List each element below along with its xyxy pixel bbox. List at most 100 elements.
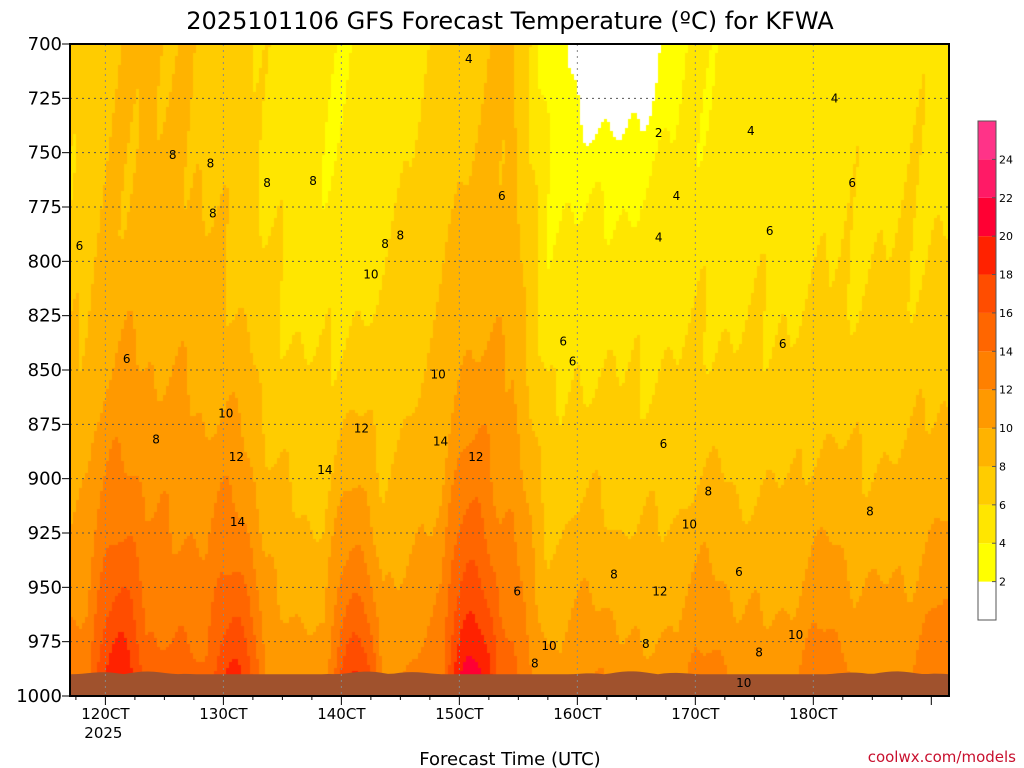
ground (70, 671, 949, 696)
contour-label: 8 (263, 176, 271, 190)
x-axis-label: Forecast Time (UTC) (419, 749, 600, 768)
contour-label: 8 (169, 148, 177, 162)
colorbar-label: 18 (999, 269, 1013, 282)
y-tick-label: 700 (28, 34, 62, 55)
contour-label: 4 (465, 52, 473, 66)
contour-label: 6 (498, 189, 506, 203)
contour-label: 10 (788, 628, 803, 642)
contour-label: 4 (673, 189, 681, 203)
colorbar-swatch (978, 543, 996, 582)
colorbar-swatch (978, 466, 996, 505)
colorbar-label: 12 (999, 384, 1013, 397)
contour-label: 8 (209, 207, 217, 221)
contour-label: 8 (704, 485, 712, 499)
contour-label: 6 (123, 352, 131, 366)
x-tick-label: 140CT (317, 705, 366, 723)
contour-label: 12 (229, 450, 244, 464)
x-tick-label: 150CT (435, 705, 484, 723)
contour-label: 6 (569, 354, 577, 368)
grid (70, 44, 949, 696)
y-tick-label: 825 (28, 306, 62, 327)
colorbar-label: 6 (999, 499, 1006, 512)
colorbar-label: 16 (999, 307, 1013, 320)
contour-label: 4 (747, 124, 755, 138)
contour-label: 12 (354, 422, 369, 436)
colorbar-swatch (978, 274, 996, 313)
contour-label: 10 (218, 406, 233, 420)
x-tick-label: 130CT (199, 705, 248, 723)
y-tick-label: 750 (28, 143, 62, 164)
contour-label: 8 (309, 174, 317, 188)
credit-text: coolwx.com/models (868, 748, 1016, 766)
y-tick-label: 950 (28, 577, 62, 598)
contour-label: 12 (468, 450, 483, 464)
contour-label: 8 (152, 433, 160, 447)
contour-label: 8 (397, 228, 405, 242)
colorbar-swatch (978, 581, 996, 620)
colorbar-swatch (978, 504, 996, 544)
colorbar-label: 4 (999, 537, 1006, 550)
contour-label: 14 (230, 515, 245, 529)
colorbar-label: 24 (999, 153, 1013, 166)
y-tick-label: 900 (28, 469, 62, 490)
y-tick-label: 775 (28, 197, 62, 218)
contour-label: 8 (610, 567, 618, 581)
y-tick-label: 925 (28, 523, 62, 544)
chart-title: 2025101106 GFS Forecast Temperature (ºC)… (186, 7, 834, 35)
y-tick-label: 800 (28, 251, 62, 272)
colorbar-swatch (978, 159, 996, 198)
colorbar-swatch (978, 312, 996, 352)
colorbar-label: 20 (999, 230, 1013, 243)
contour-label: 6 (779, 337, 787, 351)
contour-label: 2 (655, 126, 663, 140)
contour-label: 10 (541, 639, 556, 653)
x-tick-label: 180CT (789, 705, 838, 723)
colorbar-swatch (978, 428, 996, 467)
contour-label: 10 (363, 267, 378, 281)
contour-label: 6 (76, 239, 84, 253)
colorbar-label: 8 (999, 460, 1006, 473)
contour-label: 6 (559, 335, 567, 349)
contour-label: 8 (642, 637, 650, 651)
contour-label: 8 (381, 237, 389, 251)
contour-label: 8 (531, 656, 539, 670)
colorbar-swatch (978, 389, 996, 429)
contour-label: 6 (735, 565, 743, 579)
contour-label: 6 (513, 585, 521, 599)
contour-label: 4 (831, 91, 839, 105)
contour-label: 8 (866, 504, 874, 518)
y-axis: 700 725 750 775 800 825 850 875 900 925 950 975 1000 (16, 34, 70, 707)
colorbar-frame (977, 120, 997, 621)
colorbar-label: 22 (999, 192, 1013, 205)
y-tick-label: 1000 (16, 686, 62, 707)
y-tick-label: 725 (28, 88, 62, 109)
contour-label: 14 (433, 435, 448, 449)
contour-label: 12 (652, 585, 667, 599)
contour-label: 14 (317, 463, 332, 477)
contour-label: 8 (755, 646, 763, 660)
colorbar-label: 10 (999, 422, 1013, 435)
contour-label: 6 (660, 437, 668, 451)
colorbar-swatch (978, 121, 996, 160)
contour-label: 6 (766, 224, 774, 238)
x-tick-label: 170CT (671, 705, 720, 723)
contour-label: 4 (655, 230, 663, 244)
y-tick-label: 850 (28, 360, 62, 381)
x-tick-label: 160CT (553, 705, 602, 723)
contour-label: 10 (736, 676, 751, 690)
contour-label: 6 (848, 176, 856, 190)
x-tick-label: 120CT (81, 705, 130, 723)
contour-label: 10 (682, 517, 697, 531)
x-tick-sublabel: 2025 (84, 724, 122, 742)
y-tick-label: 975 (28, 632, 62, 653)
colorbar-label: 14 (999, 345, 1013, 358)
colorbar-swatch (978, 197, 996, 237)
colorbar-label: 2 (999, 576, 1006, 589)
contour-label: 8 (207, 157, 215, 171)
colorbar-swatch (978, 351, 996, 390)
contour-label: 10 (430, 367, 445, 381)
